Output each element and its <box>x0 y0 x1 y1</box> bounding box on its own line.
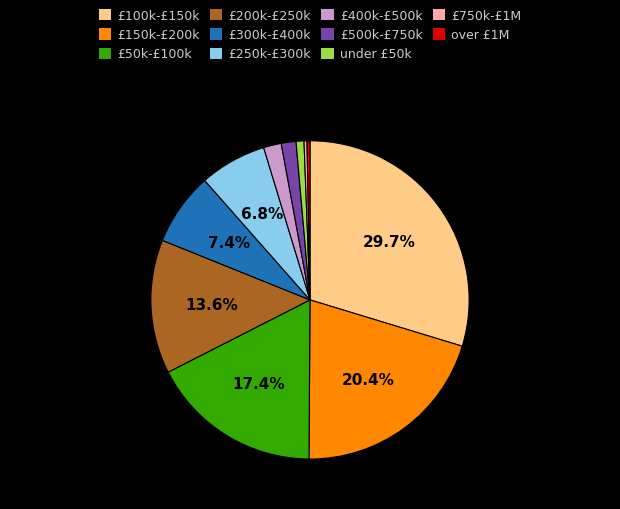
Text: 29.7%: 29.7% <box>363 234 415 249</box>
Wedge shape <box>264 144 310 300</box>
Text: 7.4%: 7.4% <box>208 236 250 251</box>
Wedge shape <box>168 300 310 459</box>
Wedge shape <box>304 142 310 300</box>
Wedge shape <box>151 241 310 373</box>
Text: 17.4%: 17.4% <box>232 377 285 391</box>
Text: 20.4%: 20.4% <box>342 372 395 387</box>
Wedge shape <box>307 142 310 300</box>
Wedge shape <box>162 181 310 300</box>
Wedge shape <box>296 142 310 300</box>
Wedge shape <box>310 142 469 347</box>
Legend: £100k-£150k, £150k-£200k, £50k-£100k, £200k-£250k, £300k-£400k, £250k-£300k, £40: £100k-£150k, £150k-£200k, £50k-£100k, £2… <box>95 6 525 65</box>
Wedge shape <box>281 142 310 300</box>
Text: 6.8%: 6.8% <box>241 207 283 222</box>
Text: 13.6%: 13.6% <box>185 297 238 312</box>
Wedge shape <box>205 149 310 300</box>
Wedge shape <box>309 300 463 459</box>
